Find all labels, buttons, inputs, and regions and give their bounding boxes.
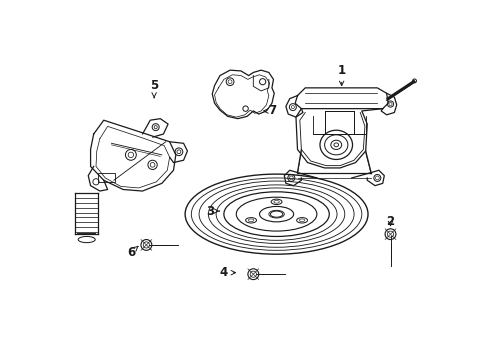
Text: 5: 5 <box>150 79 158 98</box>
Text: 7: 7 <box>263 104 275 117</box>
Text: 3: 3 <box>205 204 219 217</box>
Text: 2: 2 <box>386 215 394 228</box>
Text: 4: 4 <box>219 266 235 279</box>
Text: 6: 6 <box>126 246 138 259</box>
Text: 1: 1 <box>337 64 345 86</box>
